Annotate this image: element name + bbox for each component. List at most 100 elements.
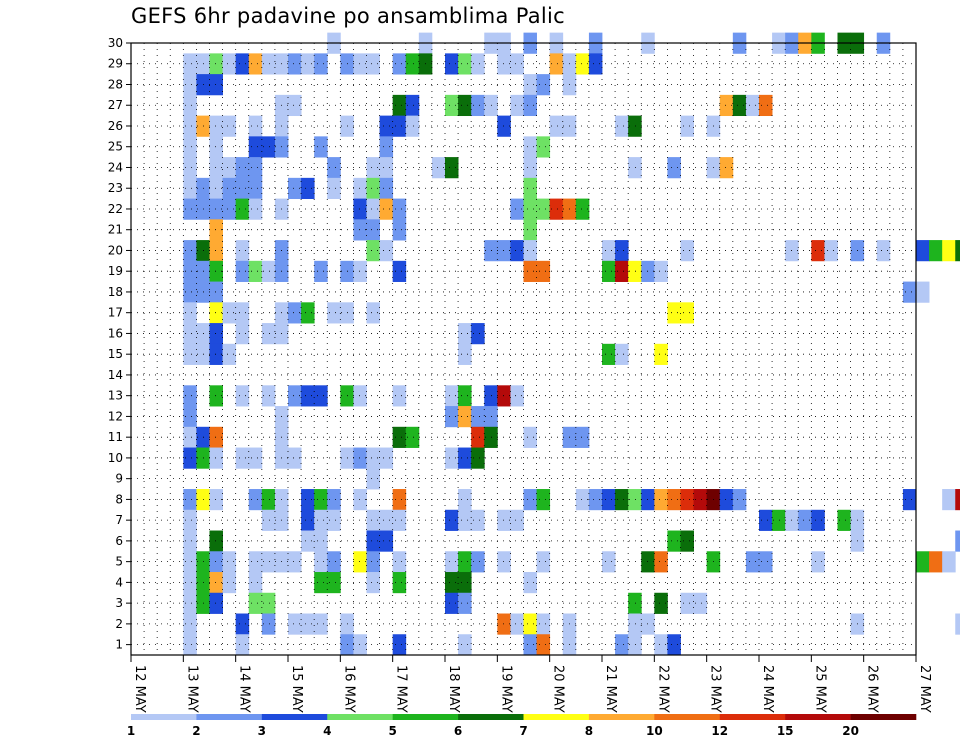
- precip-cell: [916, 240, 930, 262]
- precip-cell: [209, 198, 223, 220]
- legend-label: 12: [711, 724, 728, 738]
- precip-cell: [445, 551, 459, 573]
- precip-cell: [654, 634, 668, 656]
- precip-cell: [209, 447, 223, 469]
- y-tick-label: 5: [115, 555, 123, 569]
- precip-cell: [405, 426, 420, 448]
- y-tick-label: 19: [108, 264, 123, 278]
- precip-cell: [301, 302, 315, 324]
- precip-cell: [379, 157, 394, 179]
- precip-cell: [955, 240, 960, 262]
- precip-cell: [510, 385, 524, 407]
- precip-cell: [327, 489, 341, 511]
- legend-swatch: [131, 714, 197, 720]
- precip-cell: [327, 509, 341, 531]
- precip-cell: [392, 426, 407, 448]
- y-tick-label: 24: [108, 160, 123, 174]
- precip-cell: [222, 551, 237, 573]
- precip-cell: [458, 406, 472, 428]
- legend: 1 2 3 4 5 6 7 8 10 12 15 20: [127, 714, 917, 738]
- precip-cell: [719, 94, 734, 117]
- precip-cell: [235, 634, 250, 656]
- x-tick-label: 18 MAY: [446, 665, 461, 713]
- precip-cell: [301, 613, 315, 635]
- y-axis: 1234567891011121314151617181920212223242…: [108, 36, 131, 652]
- precip-cell: [261, 260, 276, 282]
- precip-cell: [484, 426, 498, 448]
- precip-cell: [510, 53, 524, 75]
- precip-cell: [628, 634, 642, 656]
- precip-cell: [183, 613, 197, 635]
- precip-cell: [261, 323, 276, 345]
- precip-cell: [445, 509, 459, 531]
- y-tick-label: 30: [108, 36, 123, 50]
- precip-cell: [628, 157, 642, 179]
- precip-cell: [366, 198, 380, 220]
- precip-cell: [458, 551, 472, 573]
- x-axis: 12 MAY 13 MAY 14 MAY 15 MAY 16 MAY 17 MAY 18 M…: [130, 655, 932, 713]
- precip-cell: [314, 509, 328, 531]
- precip-cell: [549, 53, 564, 75]
- precip-cell: [929, 551, 943, 573]
- precip-cell: [209, 53, 223, 75]
- precip-cell: [615, 260, 629, 282]
- y-tick-label: 8: [115, 492, 123, 506]
- y-tick-label: 6: [115, 534, 123, 548]
- precip-cell: [235, 157, 250, 179]
- precip-cell: [523, 74, 537, 96]
- precip-cell: [759, 94, 773, 117]
- precip-cell: [471, 53, 485, 75]
- precip-cell: [497, 240, 511, 262]
- precip-cell: [523, 94, 537, 117]
- precip-cell: [248, 53, 263, 75]
- precip-cell: [248, 551, 263, 573]
- precip-cell: [602, 551, 616, 573]
- precip-cell: [261, 551, 276, 573]
- precip-cell: [314, 489, 328, 511]
- precip-cell: [392, 198, 407, 220]
- precip-cell: [183, 406, 197, 428]
- precip-cell: [445, 592, 459, 614]
- precip-cell: [405, 115, 420, 137]
- precip-cell: [366, 468, 380, 490]
- precip-cell: [942, 240, 956, 262]
- precip-cell: [209, 572, 223, 594]
- precip-cell: [405, 53, 420, 75]
- precip-cell: [693, 489, 708, 511]
- precip-cell: [484, 385, 498, 407]
- precip-cell: [497, 613, 511, 635]
- precip-cell: [301, 530, 315, 552]
- precip-cell: [497, 509, 511, 531]
- precip-cell: [523, 572, 537, 594]
- precip-cell: [366, 157, 380, 179]
- legend-label: 15: [777, 724, 794, 738]
- legend-swatch: [785, 714, 851, 720]
- precip-cell: [353, 53, 367, 75]
- precip-cell: [261, 136, 276, 158]
- precip-cell: [876, 240, 891, 262]
- precip-cell: [327, 157, 341, 179]
- precip-cell: [523, 613, 537, 635]
- y-tick-label: 23: [108, 181, 123, 195]
- legend-swatch: [850, 714, 917, 720]
- precip-cell: [183, 551, 197, 573]
- precip-cell: [353, 198, 367, 220]
- precip-cell: [288, 302, 302, 324]
- precip-cell: [209, 302, 223, 324]
- precip-cell: [523, 489, 537, 511]
- precip-cell: [366, 509, 380, 531]
- precip-cell: [209, 385, 223, 407]
- precip-cell: [183, 177, 197, 199]
- precip-cell: [379, 240, 394, 262]
- legend-label: 7: [519, 724, 527, 738]
- precip-cell: [248, 260, 263, 282]
- precip-cell: [366, 53, 380, 75]
- legend-label: 5: [388, 724, 396, 738]
- precip-cell: [209, 219, 223, 241]
- precip-cell: [366, 551, 380, 573]
- precip-cell: [392, 551, 407, 573]
- y-tick-label: 7: [115, 513, 123, 527]
- precip-cell: [523, 219, 537, 241]
- precip-cell: [667, 530, 681, 552]
- precip-cell: [183, 447, 197, 469]
